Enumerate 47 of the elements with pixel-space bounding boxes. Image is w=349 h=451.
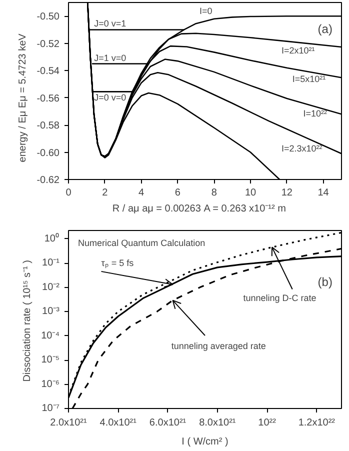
x-tick-label: 12 [281, 188, 293, 198]
y-tick-label: 10⁻⁵ [41, 354, 60, 366]
y-tick-label: 10⁻⁷ [42, 403, 60, 414]
x-tick-label: 6.0x10²¹ [149, 418, 187, 428]
annotation: tunneling D-C rate [243, 293, 316, 304]
x-tick-label: 8 [211, 188, 218, 198]
y-tick-label: 10⁻⁶ [41, 378, 60, 390]
y-axis-title: energy / Eμ Eμ = 5.4723 keV [18, 33, 29, 162]
annotation: I=2x10²¹ [281, 46, 315, 56]
x-tick-label: 10 [244, 188, 256, 198]
x-tick-label: 8.0x10²¹ [199, 418, 236, 428]
y-tick-label: 10⁻⁴ [41, 330, 60, 342]
y-tick-label: -0.56 [36, 93, 60, 104]
annotation: (a) [318, 22, 332, 36]
y-axis-title: Dissociation rate ( 10¹⁵ s⁻¹ ) [22, 260, 34, 382]
x-tick-label: 2 [102, 188, 108, 198]
x-tick-label: 0 [66, 188, 72, 198]
x-tick-label: 6 [174, 188, 181, 198]
x-tick-label: 1.2x10²² [298, 418, 336, 428]
y-tick-label: -0.52 [36, 38, 60, 50]
y-tick-label: 10⁻³ [42, 306, 60, 318]
annotation: I=2.3x10²² [281, 143, 322, 154]
x-tick-label: 4 [138, 188, 145, 198]
annotation: tunneling averaged rate [171, 341, 266, 352]
y-tick-label: 10⁻¹ [42, 258, 60, 269]
y-tick-label: 10⁰ [44, 232, 60, 244]
annotation: J=1 v=0 [94, 52, 126, 63]
x-tick-label: 14 [318, 188, 330, 198]
y-tick-label: -0.54 [36, 66, 60, 78]
x-tick-label: 4.0x10²¹ [100, 418, 138, 428]
annotation: I=10²² [303, 108, 328, 118]
x-tick-label: 10²² [258, 418, 277, 428]
annotation: (b) [318, 275, 332, 290]
annotation: I=0 [200, 6, 212, 16]
annotation: τₚ = 5 fs [101, 258, 134, 269]
x-tick-label: 2.0x10²¹ [50, 418, 88, 428]
annotation: I=5x10²¹ [292, 74, 326, 84]
annotation: J=0 v=0 [94, 92, 126, 103]
y-tick-label: -0.50 [36, 12, 60, 23]
y-tick-label: -0.62 [36, 175, 60, 186]
annotation: J=0 v=1 [94, 18, 126, 29]
y-tick-label: -0.60 [36, 148, 60, 159]
y-tick-label: 10⁻² [42, 282, 60, 293]
x-axis-title: I ( W/cm² ) [182, 436, 228, 448]
annotation: Numerical Quantum Calculation [78, 238, 206, 248]
x-axis-title: R / aμ aμ = 0.00263 A = 0.263 x10⁻¹² m [112, 204, 286, 214]
y-tick-label: -0.58 [36, 120, 60, 132]
